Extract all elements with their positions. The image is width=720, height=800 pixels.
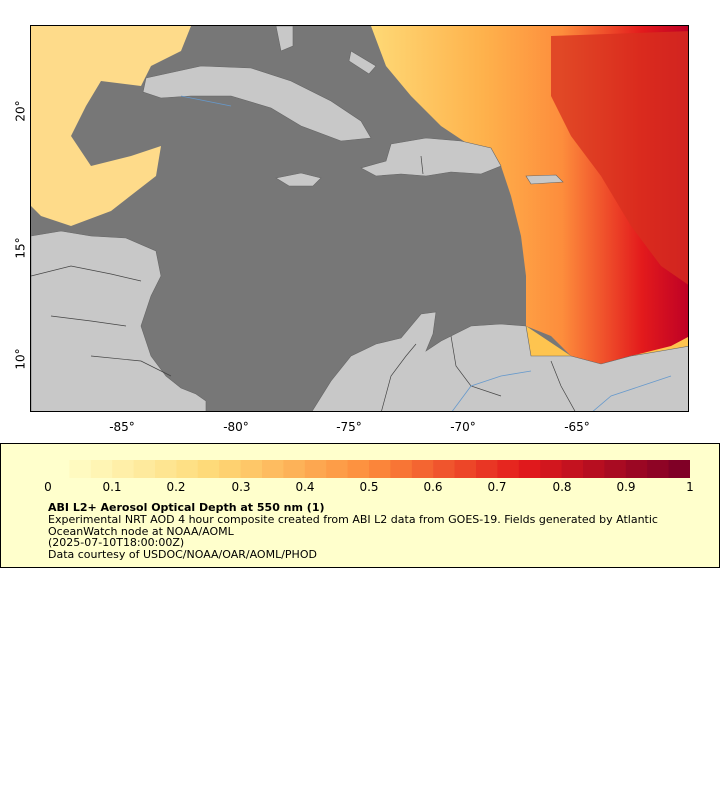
colorbar-step xyxy=(454,460,477,478)
colorbar-step xyxy=(69,460,92,478)
lat-tick-label: 20° xyxy=(13,100,28,122)
aod-field-northwest xyxy=(31,26,191,226)
colorbar-tick-label: 0.9 xyxy=(616,480,636,494)
colorbar-step xyxy=(625,460,648,478)
colorbar-step xyxy=(262,460,284,478)
lon-tick-label: -65° xyxy=(564,420,590,434)
aod-field-east-core xyxy=(551,31,688,285)
colorbar-step xyxy=(497,460,520,478)
colorbar-step xyxy=(647,460,670,478)
colorbar-step xyxy=(411,460,434,478)
map-canvas xyxy=(31,26,688,411)
colorbar-step xyxy=(433,460,456,478)
colorbar-step xyxy=(390,460,413,478)
legend-description: Experimental NRT AOD 4 hour composite cr… xyxy=(48,513,658,538)
colorbar-tick-label: 0.4 xyxy=(295,480,315,494)
colorbar xyxy=(48,460,690,478)
colorbar-step xyxy=(283,460,306,478)
land-puerto-rico xyxy=(525,174,564,185)
land-south-america xyxy=(311,311,688,411)
colorbar-step xyxy=(90,460,113,478)
colorbar-step xyxy=(347,460,370,478)
colorbar-step xyxy=(369,460,391,478)
colorbar-tick-label: 0.1 xyxy=(102,480,122,494)
colorbar-step xyxy=(583,460,605,478)
colorbar-step xyxy=(133,460,156,478)
legend-credit: Data courtesy of USDOC/NOAA/OAR/AOML/PHO… xyxy=(48,548,317,561)
colorbar-step xyxy=(48,460,70,478)
aod-map xyxy=(30,25,689,412)
colorbar-step xyxy=(176,460,199,478)
colorbar-tick-label: 0.6 xyxy=(423,480,443,494)
legend-date: (2025-07-10T18:00:00Z) xyxy=(48,536,185,549)
colorbar-tick-label: 0.8 xyxy=(552,480,572,494)
lat-tick-label: 15° xyxy=(13,237,28,259)
legend-panel: 0 0.1 0.2 0.3 0.4 0.5 0.6 0.7 0.8 0.9 1 … xyxy=(0,443,720,568)
colorbar-step xyxy=(326,460,349,478)
land-bahamas xyxy=(275,26,377,75)
colorbar-tick-label: 0.2 xyxy=(166,480,186,494)
colorbar-step xyxy=(668,460,690,478)
land-central-america xyxy=(31,230,207,411)
colorbar-step xyxy=(240,460,263,478)
lat-tick-label: 10° xyxy=(13,348,28,370)
colorbar-step xyxy=(540,460,563,478)
colorbar-step xyxy=(219,460,242,478)
colorbar-tick-label: 0.7 xyxy=(487,480,507,494)
colorbar-step xyxy=(518,460,541,478)
lon-tick-label: -80° xyxy=(223,420,249,434)
colorbar-tick-label: 1 xyxy=(686,480,694,494)
colorbar-step xyxy=(304,460,327,478)
colorbar-step xyxy=(112,460,135,478)
colorbar-tick-label: 0 xyxy=(44,480,52,494)
colorbar-tick-label: 0.3 xyxy=(231,480,251,494)
colorbar-step xyxy=(604,460,627,478)
lon-tick-label: -75° xyxy=(336,420,362,434)
colorbar-tick-label: 0.5 xyxy=(359,480,379,494)
colorbar-step xyxy=(561,460,584,478)
lon-tick-label: -70° xyxy=(450,420,476,434)
colorbar-step xyxy=(155,460,177,478)
land-cuba xyxy=(142,65,372,142)
land-hispaniola xyxy=(360,137,502,177)
land-jamaica xyxy=(275,172,322,187)
legend-title: ABI L2+ Aerosol Optical Depth at 550 nm … xyxy=(48,501,325,514)
lon-tick-label: -85° xyxy=(109,420,135,434)
colorbar-step xyxy=(476,460,498,478)
colorbar-step xyxy=(197,460,220,478)
